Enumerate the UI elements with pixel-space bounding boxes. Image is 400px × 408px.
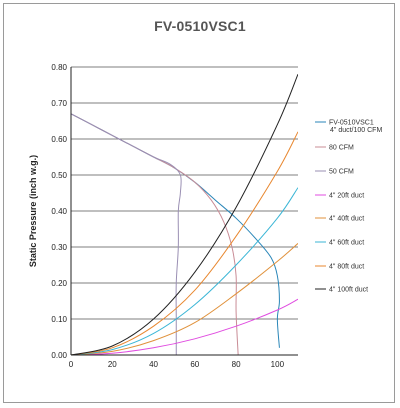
legend-label: 4" 40ft duct: [329, 216, 364, 223]
y-tick-label: 0.40: [51, 207, 67, 216]
series-line-4-60ft-duct: [71, 187, 298, 355]
legend-label-line2: 4" duct/100 CFM: [330, 127, 382, 134]
series-line-4-40ft-duct: [71, 243, 298, 355]
legend-label: 4" 60ft duct: [329, 240, 364, 247]
y-tick-label: 0.00: [51, 351, 67, 360]
series-line-4-100ft-duct: [71, 74, 298, 355]
y-tick-label: 0.20: [51, 279, 67, 288]
y-axis-label: Static Pressure (inch w.g.): [28, 155, 38, 267]
legend-label: 4" 100ft duct: [329, 287, 368, 294]
y-tick-label: 0.50: [51, 171, 67, 180]
legend-label: FV-0510VSC1: [329, 120, 374, 127]
y-tick-label: 0.80: [51, 63, 67, 72]
legend-label: 80 CFM: [329, 145, 354, 152]
x-tick-label: 20: [108, 360, 117, 369]
y-tick-label: 0.10: [51, 315, 67, 324]
series-line-fv-0510vsc1: [71, 113, 280, 348]
grid-layer: [71, 66, 298, 320]
legend-label: 4" 20ft duct: [329, 193, 364, 200]
chart-frame: FV-0510VSC1: [3, 3, 395, 403]
series-line-4-20ft-duct: [71, 298, 298, 355]
axis-layer: 0.00 0.10 0.20 0.30 0.40 0.50 0.60 0.70 0.80 0 20 4…: [51, 63, 298, 369]
x-tick-label: 40: [149, 360, 158, 369]
x-tick-label: 100: [271, 360, 285, 369]
series-line-4-80ft-duct: [71, 131, 298, 355]
y-tick-label: 0.60: [51, 135, 67, 144]
x-tick-label: 0: [69, 360, 74, 369]
y-tick-label: 0.30: [51, 243, 67, 252]
series-layer: [71, 74, 298, 355]
x-tick-label: 80: [232, 360, 241, 369]
legend-label: 50 CFM: [329, 169, 354, 176]
series-line-50-cfm: [71, 113, 182, 355]
x-tick-label: 60: [190, 360, 199, 369]
chart-title: FV-0510VSC1: [154, 18, 246, 34]
y-tick-label: 0.70: [51, 99, 67, 108]
legend-label: 4" 80ft duct: [329, 264, 364, 271]
